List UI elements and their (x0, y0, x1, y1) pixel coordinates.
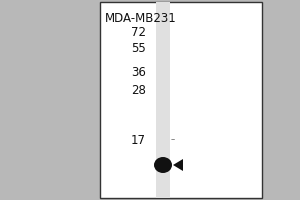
Polygon shape (173, 159, 183, 171)
Text: 36: 36 (131, 66, 146, 78)
Ellipse shape (154, 157, 172, 173)
Text: 55: 55 (131, 42, 146, 54)
Text: 28: 28 (131, 84, 146, 97)
Text: –: – (171, 136, 175, 144)
Text: MDA-MB231: MDA-MB231 (105, 12, 177, 25)
Bar (156, 2, 170, 198)
Text: 72: 72 (131, 25, 146, 38)
Bar (100, 2, 262, 198)
Text: 17: 17 (131, 134, 146, 146)
